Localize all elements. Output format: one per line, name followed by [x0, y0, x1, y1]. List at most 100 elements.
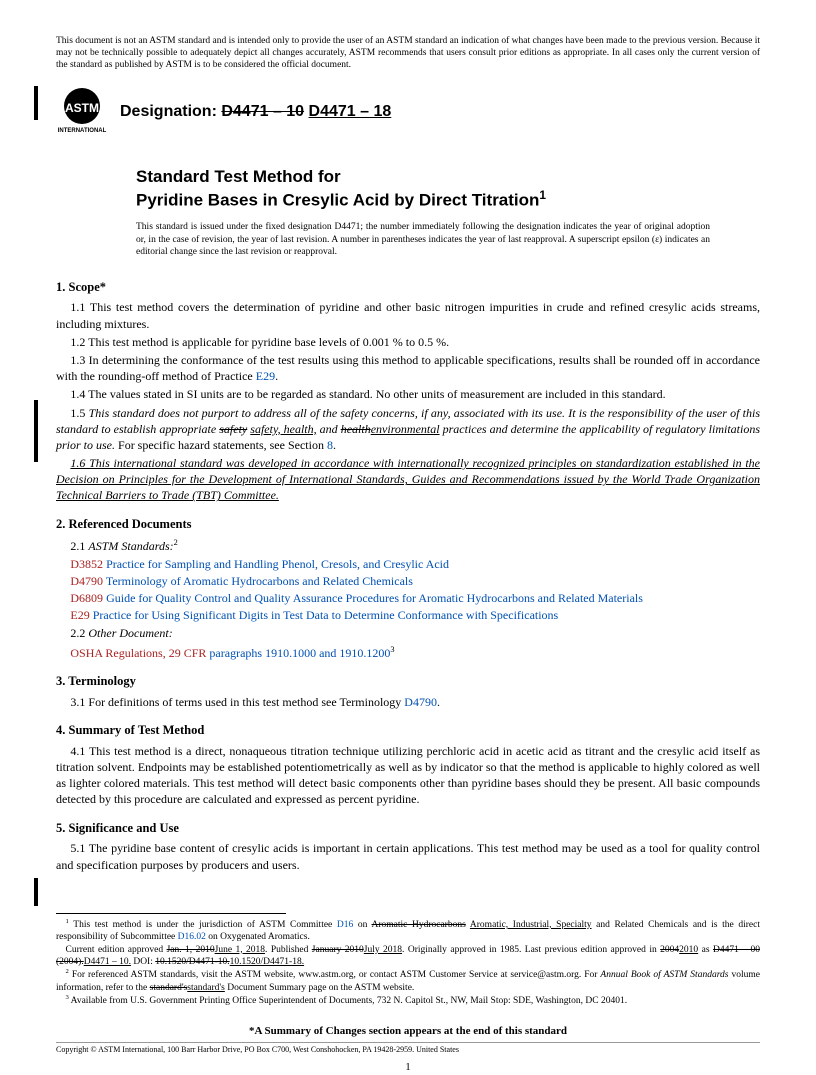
- f2a: For referenced ASTM standards, visit the…: [69, 970, 601, 980]
- f1i-doi: DOI:: [131, 957, 155, 967]
- title-sup: 1: [539, 188, 546, 202]
- ref-text[interactable]: Terminology of Aromatic Hydrocarbons and…: [103, 574, 413, 588]
- link-e29[interactable]: E29: [256, 369, 275, 383]
- para-1-4: 1.4 The values stated in SI units are to…: [56, 386, 760, 402]
- ref-osha-a[interactable]: OSHA Regulations, 29 CFR: [70, 646, 206, 660]
- p31-text: 3.1 For definitions of terms used in thi…: [70, 695, 404, 709]
- p15-d: For specific hazard statements, see Sect…: [115, 438, 327, 452]
- ref-code[interactable]: D3852: [70, 557, 103, 571]
- link-d16[interactable]: D16: [337, 920, 353, 930]
- section-head-scope: 1. Scope*: [56, 279, 760, 296]
- designation-new: D4471 – 18: [309, 103, 392, 120]
- f1e: Current edition approved: [66, 945, 167, 955]
- f1i3: July 2018: [364, 945, 402, 955]
- ref-list-other: OSHA Regulations, 29 CFR paragraphs 1910…: [56, 644, 760, 661]
- ref-text[interactable]: Guide for Quality Control and Quality As…: [103, 591, 643, 605]
- ref-code[interactable]: E29: [70, 608, 89, 622]
- top-disclaimer: This document is not an ASTM standard an…: [56, 36, 760, 72]
- para-1-3: 1.3 In determining the conformance of th…: [56, 352, 760, 384]
- p15-strike1: safety: [219, 422, 247, 436]
- p15-ins1: safety, health,: [250, 422, 316, 436]
- section-head-terminology: 3. Terminology: [56, 673, 760, 690]
- ref-text[interactable]: Practice for Using Significant Digits in…: [90, 608, 559, 622]
- ref-d4790: D4790 Terminology of Aromatic Hydrocarbo…: [70, 573, 760, 589]
- designation-label: Designation:: [120, 103, 221, 120]
- ref-e29: E29 Practice for Using Significant Digit…: [70, 607, 760, 623]
- link-d1602[interactable]: D16.02: [178, 932, 206, 942]
- p22-num: 2.2: [70, 626, 88, 640]
- ref-d6809: D6809 Guide for Quality Control and Qual…: [70, 590, 760, 606]
- ref-code[interactable]: D4790: [70, 574, 103, 588]
- f1b: on: [353, 920, 371, 930]
- f1s4: 2004: [660, 945, 679, 955]
- p16-text: 1.6 This international standard was deve…: [56, 456, 760, 502]
- f1i5: D4471 – 10.: [84, 957, 131, 967]
- page-number: 1: [56, 1060, 760, 1075]
- ref-d3852: D3852 Practice for Sampling and Handling…: [70, 556, 760, 572]
- svg-text:ASTM: ASTM: [65, 101, 99, 115]
- p15-strike2: health: [341, 422, 371, 436]
- f3: Available from U.S. Government Printing …: [69, 996, 627, 1006]
- para-1-6: 1.6 This international standard was deve…: [56, 455, 760, 504]
- f1s3: January 2010: [312, 945, 364, 955]
- para-4-1: 4.1 This test method is a direct, nonaqu…: [56, 743, 760, 808]
- f1h: as: [698, 945, 713, 955]
- para-1-1: 1.1 This test method covers the determin…: [56, 299, 760, 331]
- change-bar: [34, 878, 38, 906]
- footnote-3: 3 Available from U.S. Government Printin…: [56, 994, 760, 1008]
- ref-list-astm: D3852 Practice for Sampling and Handling…: [56, 556, 760, 624]
- f1i2: June 1, 2018: [215, 945, 265, 955]
- footnotes-body: 1 This test method is under the jurisdic…: [56, 918, 760, 1008]
- p21-sup: 2: [174, 538, 178, 547]
- f1s6: 10.1520/D4471-10.: [155, 957, 229, 967]
- para-1-2: 1.2 This test method is applicable for p…: [56, 334, 760, 350]
- f2it: Annual Book of ASTM Standards: [600, 970, 728, 980]
- para-1-3-text: 1.3 In determining the conformance of th…: [56, 353, 760, 383]
- title-line-2: Pyridine Bases in Cresylic Acid by Direc…: [136, 190, 539, 209]
- footnote-1b: Current edition approved Jan. 1, 2010Jun…: [56, 944, 760, 969]
- footnote-2: 2 For referenced ASTM standards, visit t…: [56, 968, 760, 994]
- issue-note: This standard is issued under the fixed …: [136, 221, 730, 258]
- section-head-refdocs: 2. Referenced Documents: [56, 516, 760, 533]
- f1g: . Originally approved in 1985. Last prev…: [402, 945, 660, 955]
- p21-num: 2.1: [70, 539, 88, 553]
- p15-ins2: environmental: [371, 422, 440, 436]
- title-line-1: Standard Test Method for: [136, 167, 341, 186]
- para-2-2: 2.2 Other Document:: [56, 625, 760, 641]
- header-row: ASTM INTERNATIONAL Designation: D4471 – …: [56, 86, 760, 138]
- f1f: . Published: [265, 945, 312, 955]
- f2ins: standard's: [187, 983, 225, 993]
- link-sec8[interactable]: 8: [327, 438, 333, 452]
- svg-text:INTERNATIONAL: INTERNATIONAL: [58, 128, 107, 134]
- f2c: Document Summary page on the ASTM websit…: [225, 983, 414, 993]
- f1s2: Jan. 1, 2010: [167, 945, 215, 955]
- section-head-significance: 5. Significance and Use: [56, 820, 760, 837]
- copyright-line: Copyright © ASTM International, 100 Barr…: [56, 1042, 760, 1056]
- f1i1: Aromatic, Industrial, Specialty: [470, 920, 592, 930]
- p15-num: 1.5: [70, 406, 88, 420]
- p22-it: Other Document:: [88, 626, 172, 640]
- ref-osha: OSHA Regulations, 29 CFR paragraphs 1910…: [70, 644, 760, 661]
- f1a: This test method is under the jurisdicti…: [69, 920, 337, 930]
- astm-logo: ASTM INTERNATIONAL: [56, 86, 108, 138]
- standard-title: Standard Test Method for Pyridine Bases …: [136, 166, 730, 212]
- link-d4790[interactable]: D4790: [404, 695, 437, 709]
- ref-text[interactable]: Practice for Sampling and Handling Pheno…: [103, 557, 449, 571]
- summary-changes-line: *A Summary of Changes section appears at…: [56, 1024, 760, 1039]
- section-head-summary: 4. Summary of Test Method: [56, 722, 760, 739]
- para-5-1: 5.1 The pyridine base content of cresyli…: [56, 840, 760, 872]
- footnote-1: 1 This test method is under the jurisdic…: [56, 918, 760, 944]
- para-3-1: 3.1 For definitions of terms used in thi…: [56, 694, 760, 710]
- para-1-5: 1.5 This standard does not purport to ad…: [56, 405, 760, 454]
- ref-osha-sup: 3: [390, 645, 394, 654]
- ref-code[interactable]: D6809: [70, 591, 103, 605]
- ref-osha-b[interactable]: paragraphs 1910.1000 and 1910.1200: [206, 646, 390, 660]
- f1s1: Aromatic Hydrocarbons: [371, 920, 465, 930]
- f2s: standard's: [150, 983, 188, 993]
- f1i4: 2010: [679, 945, 698, 955]
- f1i6: 10.1520/D4471-18.: [230, 957, 304, 967]
- designation: Designation: D4471 – 10 D4471 – 18: [120, 101, 391, 123]
- p15-mid: and: [317, 422, 341, 436]
- designation-old: D4471 – 10: [221, 103, 304, 120]
- para-2-1: 2.1 ASTM Standards:2: [56, 537, 760, 554]
